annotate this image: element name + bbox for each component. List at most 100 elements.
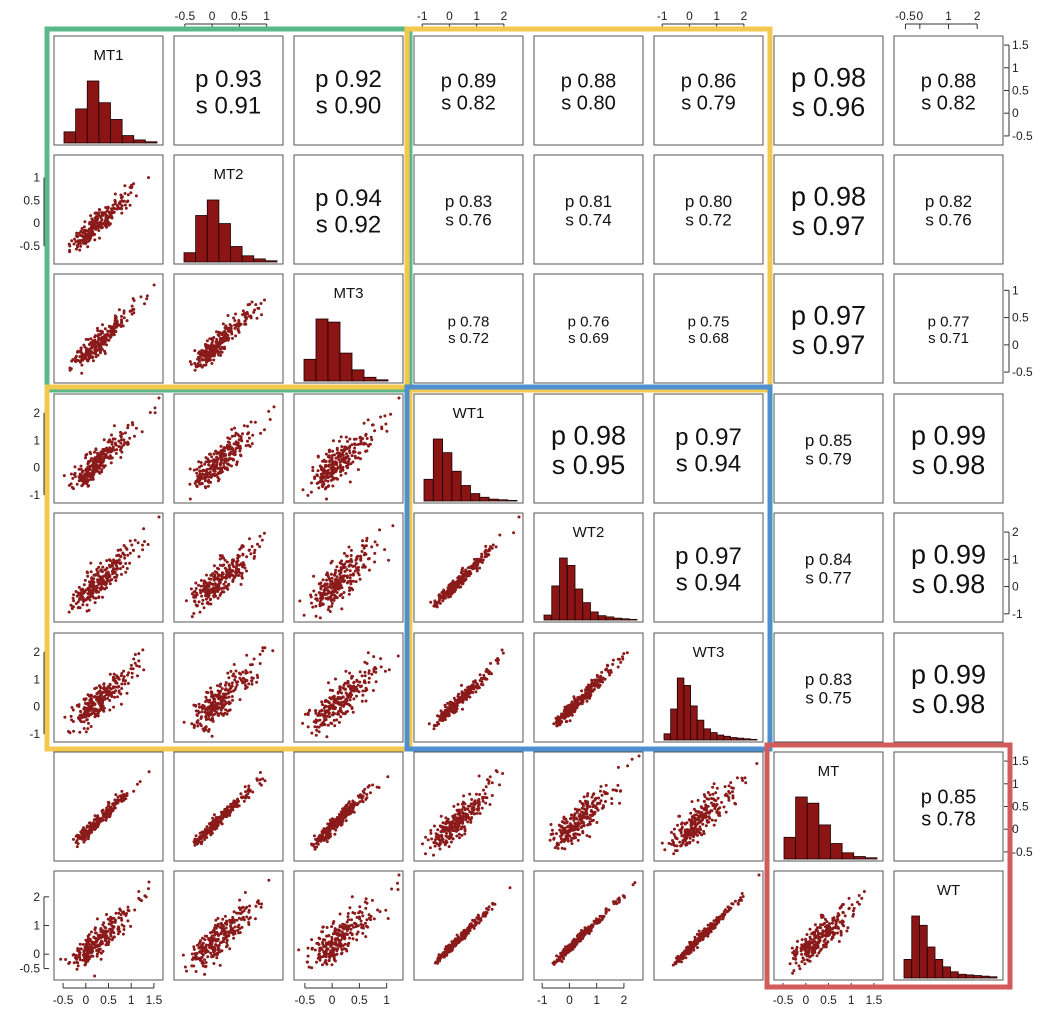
- scatter-point: [500, 648, 504, 652]
- scatter-point: [109, 450, 113, 454]
- scatter-point: [148, 411, 152, 414]
- scatter-point: [137, 652, 141, 656]
- scatter-point: [465, 695, 469, 699]
- pearson-value: p 0.93: [195, 66, 262, 93]
- scatter-point: [80, 371, 84, 375]
- scatter-point: [130, 671, 134, 675]
- panel-r0-c2: p 0.92s 0.90: [293, 35, 404, 146]
- scatter-point: [221, 713, 225, 717]
- scatter-point: [436, 720, 439, 724]
- scatter-point: [584, 688, 587, 692]
- scatter-point: [317, 582, 321, 586]
- scatter-point: [189, 587, 193, 591]
- scatter-point: [340, 457, 344, 461]
- scatter-point: [239, 454, 243, 458]
- scatter-point: [333, 460, 337, 464]
- scatter-point: [333, 571, 337, 575]
- panel-frame: [773, 154, 884, 265]
- scatter-point: [355, 557, 359, 561]
- scatter-point: [324, 464, 328, 468]
- scatter-point: [152, 283, 156, 287]
- scatter-point: [86, 348, 90, 352]
- scatter-point: [192, 612, 196, 615]
- scatter-point: [99, 333, 102, 336]
- scatter-point: [228, 326, 232, 330]
- scatter-point: [463, 688, 467, 692]
- scatter-point: [118, 554, 122, 558]
- scatter-point: [258, 534, 262, 538]
- scatter-point: [362, 553, 366, 557]
- scatter-point: [199, 584, 203, 588]
- scatter-point: [224, 702, 228, 705]
- scatter-point: [366, 418, 370, 422]
- scatter-point: [111, 678, 115, 682]
- scatter-points: [427, 648, 505, 731]
- scatter-point: [227, 676, 231, 680]
- scatter-point: [111, 686, 115, 690]
- scatter-point: [209, 480, 213, 484]
- scatter-point: [258, 662, 262, 665]
- histogram-bar: [628, 618, 638, 621]
- scatter-points: [298, 524, 395, 620]
- scatter-point: [75, 845, 79, 849]
- scatter-point: [204, 363, 208, 367]
- scatter-point: [208, 352, 212, 356]
- scatter-point: [73, 237, 77, 241]
- scatter-point: [563, 710, 567, 714]
- scatter-point: [207, 712, 211, 716]
- scatter-point: [95, 708, 99, 712]
- scatter-point: [67, 242, 71, 246]
- scatter-point: [212, 473, 216, 477]
- scatter-point: [113, 437, 117, 441]
- pearson-value: p 0.81: [565, 192, 612, 211]
- scatter-point: [466, 574, 470, 578]
- scatter-point: [272, 405, 276, 409]
- scatter-point: [126, 673, 130, 677]
- panel-frame: [533, 273, 644, 384]
- scatter-point: [119, 674, 123, 678]
- pearson-value: p 0.76: [568, 313, 610, 330]
- scatter-point: [580, 689, 584, 693]
- scatter-point: [205, 470, 209, 474]
- scatter-point: [467, 690, 471, 694]
- histogram-bar: [710, 732, 718, 741]
- pearson-value: p 0.99: [911, 659, 986, 689]
- histogram-bar: [479, 496, 490, 502]
- histogram-bar: [749, 738, 758, 741]
- scatter-point: [301, 488, 305, 492]
- scatter-point: [475, 569, 479, 573]
- scatter-point: [228, 330, 232, 334]
- scatter-point: [89, 341, 93, 345]
- scatter-point: [211, 816, 215, 820]
- scatter-point: [97, 211, 101, 215]
- histogram-bar: [75, 108, 88, 144]
- scatter-point: [100, 461, 104, 465]
- scatter-point: [331, 704, 335, 708]
- scatter-point: [229, 802, 233, 806]
- scatter-point: [101, 808, 105, 812]
- histogram-bar: [303, 358, 317, 382]
- scatter-point: [448, 700, 452, 704]
- scatter-point: [198, 705, 201, 709]
- scatter-point: [209, 602, 213, 606]
- scatter-point: [236, 433, 240, 436]
- scatter-point: [108, 559, 112, 563]
- scatter-point: [356, 468, 360, 472]
- scatter-point: [125, 319, 129, 323]
- scatter-point: [379, 415, 383, 419]
- scatter-point: [211, 827, 215, 830]
- scatter-point: [302, 613, 306, 617]
- scatter-point: [117, 445, 121, 448]
- scatter-point: [86, 710, 90, 714]
- scatter-point: [443, 703, 447, 707]
- scatter-point: [87, 478, 91, 482]
- scatter-point: [311, 465, 315, 469]
- scatter-point: [367, 568, 371, 572]
- scatter-point: [81, 241, 85, 245]
- scatter-point: [213, 591, 217, 595]
- scatter-point: [206, 708, 210, 711]
- scatter-point: [584, 690, 588, 694]
- scatter-point: [76, 359, 80, 363]
- scatter-point: [469, 572, 473, 576]
- scatter-point: [517, 515, 521, 519]
